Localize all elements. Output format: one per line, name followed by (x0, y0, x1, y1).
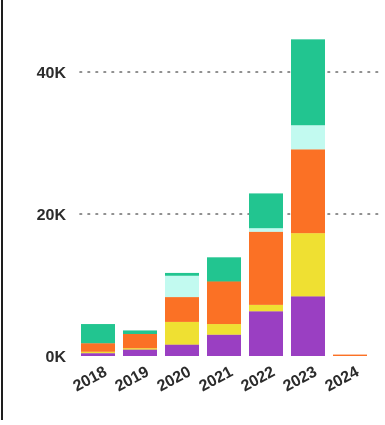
bars (81, 39, 367, 356)
bar-segment-2022-4 (249, 193, 283, 229)
bar-segment-2019-4 (123, 330, 157, 334)
x-tick-label-2023: 2023 (280, 363, 319, 395)
bar-segment-2021-2 (207, 281, 241, 325)
bar-segment-2021-4 (207, 257, 241, 282)
bar-segment-2019-1 (123, 348, 157, 350)
x-tick-label-2022: 2022 (238, 363, 277, 395)
bar-segment-2020-1 (165, 321, 199, 345)
bar-segment-2023-3 (291, 125, 325, 150)
bar-segment-2022-1 (249, 304, 283, 312)
y-tick-labels: 0K 20K 40K (37, 65, 67, 366)
x-tick-label-2020: 2020 (154, 363, 193, 395)
x-tick-label-2019: 2019 (112, 363, 151, 395)
bar-segment-2023-2 (291, 149, 325, 234)
bar-segment-2019-2 (123, 333, 157, 349)
bar-segment-2024-2 (333, 354, 367, 356)
bar-segment-2018-1 (81, 351, 115, 354)
x-tick-label-2021: 2021 (196, 363, 235, 395)
bar-segment-2023-0 (291, 296, 325, 356)
x-tick-labels: 2018 2019 2020 2021 2022 2023 2024 (70, 363, 361, 395)
bar-segment-2022-2 (249, 231, 283, 305)
bar-segment-2018-4 (81, 324, 115, 344)
y-tick-label: 20K (37, 207, 67, 224)
y-tick-label: 40K (37, 65, 67, 82)
bar-segment-2020-0 (165, 344, 199, 356)
bar-segment-2018-2 (81, 343, 115, 352)
bar-segment-2020-3 (165, 275, 199, 298)
bar-segment-2023-4 (291, 39, 325, 126)
x-tick-label-2018: 2018 (70, 363, 109, 395)
y-tick-label: 0K (46, 349, 67, 366)
bar-segment-2020-2 (165, 297, 199, 322)
bar-segment-2021-0 (207, 334, 241, 356)
bar-segment-2023-1 (291, 233, 325, 297)
bar-segment-2019-0 (123, 349, 157, 356)
x-tick-label-2024: 2024 (322, 363, 361, 395)
bar-segment-2020-4 (165, 272, 199, 276)
grid-lines (79, 71, 385, 215)
bar-segment-2022-0 (249, 311, 283, 356)
bar-segment-2018-0 (81, 353, 115, 356)
bar-segment-2022-3 (249, 228, 283, 232)
bar-segment-2021-1 (207, 324, 241, 335)
